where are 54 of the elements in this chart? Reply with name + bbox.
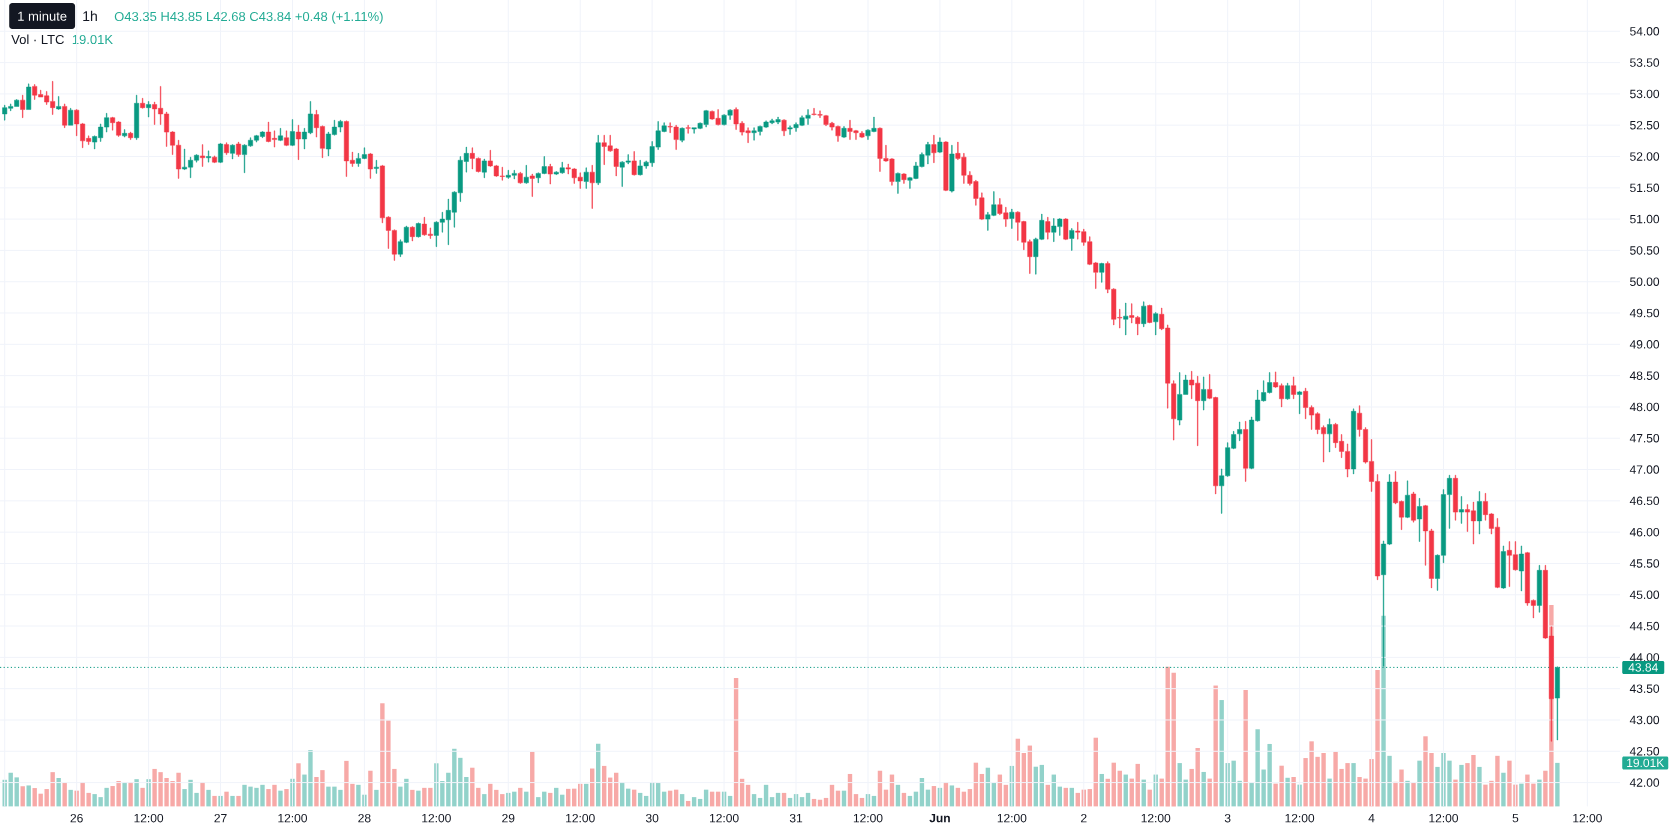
y-tick-label: 53.50	[1630, 58, 1660, 67]
y-tick-label: 42.50	[1629, 747, 1660, 756]
y-tick-label: 48.00	[1629, 402, 1660, 412]
y-tick-label: 42.00	[1629, 778, 1660, 787]
chart-title: Vol · LTC	[11, 34, 64, 45]
y-tick-label: 46.00	[1629, 527, 1660, 537]
y-tick-label: 53.00	[1630, 89, 1660, 99]
y-tick-label: 43.50	[1629, 684, 1660, 693]
y-tick-label: 52.50	[1630, 120, 1660, 130]
x-tick-label: 30	[645, 813, 659, 823]
y-tick-label: 47.00	[1629, 465, 1660, 474]
ref-line-label: 43.84	[1628, 663, 1658, 672]
y-tick-label: 47.50	[1629, 434, 1660, 443]
x-tick-label: 29	[502, 813, 515, 823]
y-tick-label: 51.50	[1630, 183, 1660, 193]
text: 1h	[83, 10, 97, 21]
x-tick-label: 31	[789, 813, 803, 823]
y-tick-label: 51.00	[1630, 214, 1660, 224]
x-tick-label: 28	[358, 813, 371, 823]
x-tick-label: 12:00	[422, 813, 451, 823]
y-tick-label: 50.00	[1630, 277, 1660, 286]
text: O43.35 H43.85 L42.68 C43.84 +0.48 (+1.11%)	[114, 11, 383, 24]
y-tick-label: 52.00	[1630, 152, 1660, 161]
x-tick-label: Jun	[929, 813, 950, 823]
y-tick-label: 46.50	[1629, 496, 1660, 506]
x-tick-label: 12:00	[566, 813, 595, 823]
x-tick-label: 2	[1081, 813, 1087, 823]
x-tick-label: 5	[1512, 813, 1519, 823]
x-tick-label: 12:00	[1285, 813, 1315, 823]
x-tick-label: 12:00	[1573, 813, 1602, 823]
x-tick-label: 26	[70, 813, 83, 823]
y-tick-label: 43.00	[1629, 715, 1660, 725]
y-tick-label: 49.50	[1629, 308, 1660, 318]
x-tick-label: 12:00	[278, 813, 307, 823]
x-tick-label: 12:00	[134, 813, 164, 823]
annotation: 19.01K	[72, 34, 113, 45]
x-tick-label: 3	[1224, 813, 1231, 823]
y-tick-label: 45.00	[1629, 590, 1660, 600]
x-tick-label: 12:00	[1141, 813, 1171, 823]
x-tick-label: 12:00	[1429, 813, 1459, 823]
x-tick-label: 12:00	[997, 813, 1027, 823]
y-tick-label: 48.50	[1629, 371, 1660, 380]
y-tick-label: 44.50	[1629, 621, 1660, 631]
x-tick-label: 12:00	[710, 813, 739, 823]
y-tick-label: 45.50	[1629, 559, 1660, 568]
x-tick-label: 27	[214, 813, 227, 823]
y-tick-label: 50.50	[1630, 246, 1660, 255]
x-tick-label: 12:00	[853, 813, 883, 823]
y-tick-label: 49.00	[1629, 340, 1660, 349]
annotation: 1 minute	[18, 11, 67, 21]
x-tick-label: 4	[1368, 813, 1375, 823]
y-tick-label: 54.00	[1630, 27, 1660, 36]
text: 19.01K	[1627, 758, 1665, 768]
y-tick-label: 44.00	[1629, 653, 1660, 662]
